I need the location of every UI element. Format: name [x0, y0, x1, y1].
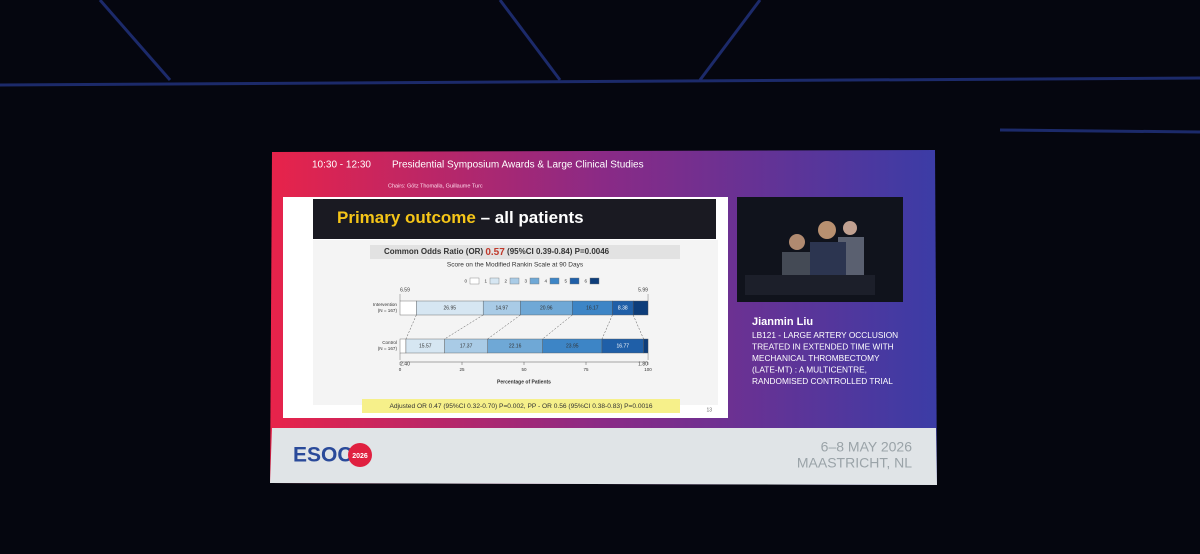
value-label: 8.38 — [618, 305, 628, 311]
adjusted-highlight — [362, 399, 680, 413]
title-rest: – all patients — [476, 208, 584, 227]
x-tick-label: 100 — [644, 367, 652, 372]
category-label: Intervention — [373, 302, 397, 307]
talk-line: MECHANICAL THROMBECTOMY — [752, 353, 880, 363]
connector — [601, 314, 613, 340]
bar-segment — [643, 338, 649, 354]
chart-title: Score on the Modified Rankin Scale at 90… — [447, 262, 584, 269]
logo-badge — [348, 443, 372, 467]
legend-label: 4 — [544, 279, 547, 284]
x-tick-label: 75 — [583, 367, 589, 372]
or-detail: (95%CI 0.39-0.84) P=0.0046 — [507, 247, 610, 256]
or-box — [370, 245, 680, 259]
connector — [405, 314, 417, 340]
legend-swatch — [549, 277, 560, 285]
group-size: (N = 167) — [378, 308, 398, 313]
legend-swatch — [469, 277, 480, 285]
value-label: 5.99 — [638, 287, 648, 293]
bar-segment — [632, 300, 649, 316]
legend-swatch — [489, 277, 500, 285]
connector — [632, 314, 644, 340]
chart: Score on the Modified Rankin Scale at 90… — [373, 262, 652, 386]
slide-title-bar — [313, 199, 716, 239]
speaker-figures — [745, 221, 875, 295]
category-label: Control — [382, 340, 397, 345]
connector — [542, 314, 573, 340]
value-label: 16.17 — [586, 305, 599, 311]
value-label: 1.80 — [638, 361, 648, 367]
talk-title: LB121 - LARGE ARTERY OCCLUSION TREATED IN… — [752, 330, 898, 386]
legend-swatch — [529, 277, 540, 285]
legend-swatch — [589, 277, 600, 285]
chairs: Chairs: Götz Thomalla, Guillaume Turc — [388, 183, 483, 189]
value-label: 14.97 — [495, 305, 508, 311]
talk-line: LB121 - LARGE ARTERY OCCLUSION — [752, 330, 898, 340]
value-label: 20.96 — [540, 305, 553, 311]
dates: 6–8 MAY 2026 — [821, 439, 913, 455]
footer-band — [270, 428, 937, 485]
page-number: 13 — [706, 407, 712, 413]
value-label: 6.59 — [400, 287, 410, 293]
value-label: 16.77 — [617, 343, 630, 349]
legend-label: 2 — [504, 279, 507, 284]
x-tick-label: 25 — [459, 367, 465, 372]
logo-year: 2026 — [352, 453, 368, 460]
or-label: Common Odds Ratio (OR) — [384, 247, 483, 256]
group-size: (N = 167) — [378, 346, 398, 351]
legend-label: 5 — [564, 279, 567, 284]
legend-swatch — [509, 277, 520, 285]
value-label: 17.37 — [460, 343, 473, 349]
legend-label: 0 — [464, 279, 467, 284]
legend-label: 6 — [584, 279, 587, 284]
connector — [444, 314, 484, 340]
talk-line: TREATED IN EXTENDED TIME WITH — [752, 342, 894, 352]
session-time: 10:30 - 12:30 — [312, 160, 371, 171]
slide-title: Primary outcome – all patients — [337, 208, 584, 227]
legend-label: 1 — [484, 279, 487, 284]
bar-segment — [399, 300, 417, 316]
speaker-name: Jianmin Liu — [752, 316, 813, 328]
or-value: 0.57 — [485, 247, 505, 258]
session-title: Presidential Symposium Awards & Large Cl… — [392, 160, 644, 171]
talk-line: RANDOMISED CONTROLLED TRIAL — [752, 376, 893, 386]
value-label: 26.95 — [444, 305, 457, 311]
legend-label: 3 — [524, 279, 527, 284]
location: MAASTRICHT, NL — [797, 455, 912, 471]
x-tick-label: 0 — [399, 367, 402, 372]
value-label: 22.16 — [509, 343, 522, 349]
legend-swatch — [569, 277, 580, 285]
value-label: 23.95 — [566, 343, 579, 349]
adjusted-or: Adjusted OR 0.47 (95%CI 0.32-0.70) P=0.0… — [389, 403, 652, 410]
x-axis-label: Percentage of Patients — [497, 379, 551, 385]
chart-area — [313, 240, 718, 405]
talk-line: (LATE-MT) : A MULTICENTRE, — [752, 365, 867, 375]
x-tick-label: 50 — [521, 367, 527, 372]
or-text: Common Odds Ratio (OR) 0.57 (95%CI 0.39-… — [384, 247, 610, 258]
truss — [0, 0, 1200, 134]
value-label: 15.57 — [419, 343, 432, 349]
value-label: 2.40 — [400, 361, 410, 367]
title-highlight: Primary outcome — [337, 208, 476, 227]
bar-segment — [399, 338, 407, 354]
logo: ESOC — [293, 444, 353, 467]
